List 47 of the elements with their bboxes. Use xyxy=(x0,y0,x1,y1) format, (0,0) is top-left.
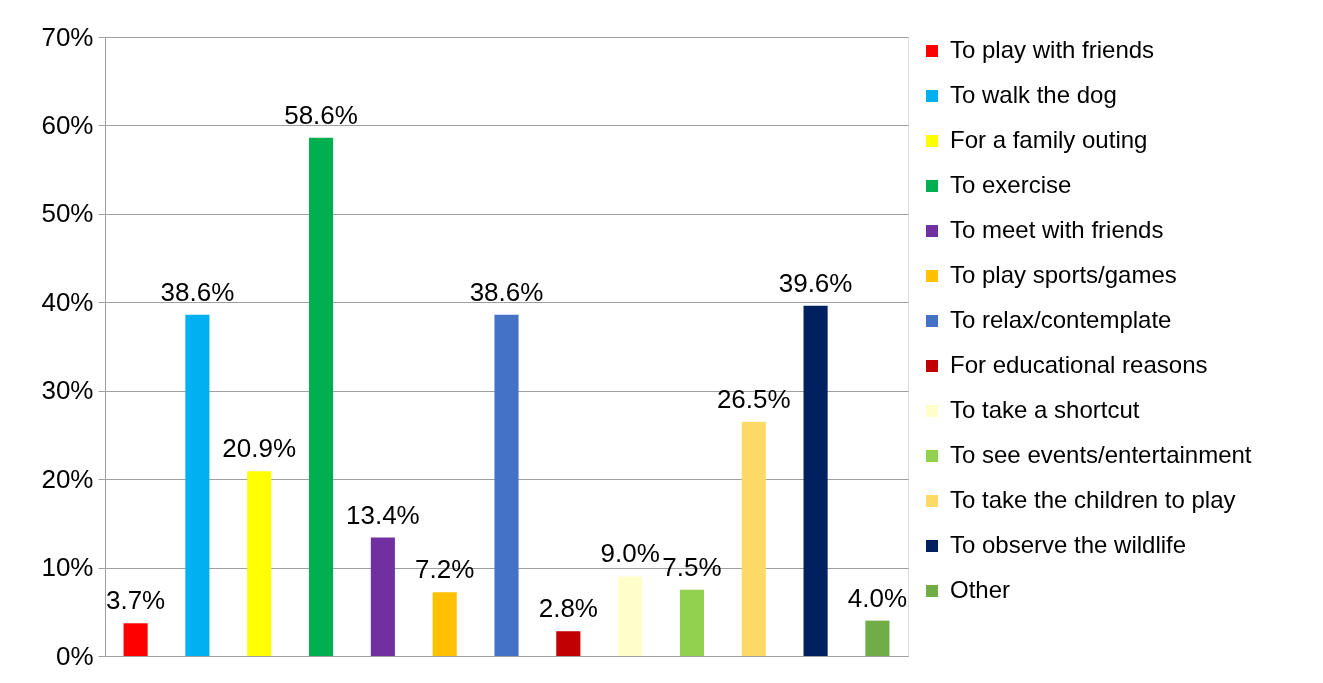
bar xyxy=(185,314,210,656)
legend-label: To play with friends xyxy=(950,36,1155,63)
y-tick-label: 60% xyxy=(41,109,94,140)
legend-label: To take the children to play xyxy=(950,486,1236,513)
data-label: 9.0% xyxy=(600,538,660,569)
y-tick-label: 70% xyxy=(41,21,94,52)
legend-label: To see events/entertainment xyxy=(950,441,1252,468)
legend-label: To play sports/games xyxy=(950,261,1177,288)
legend-label: To relax/contemplate xyxy=(950,306,1172,333)
legend-label: To meet with friends xyxy=(950,216,1164,243)
data-label: 7.2% xyxy=(415,554,475,585)
bar xyxy=(247,471,272,656)
data-label: 26.5% xyxy=(716,383,791,414)
y-tick-label: 50% xyxy=(41,198,94,229)
legend-label: Other xyxy=(950,576,1011,603)
y-tick-label: 20% xyxy=(41,463,94,494)
legend-label: For educational reasons xyxy=(950,351,1208,378)
bar xyxy=(370,537,395,656)
legend-label: To exercise xyxy=(950,171,1072,198)
data-label: 7.5% xyxy=(662,551,722,582)
data-label: 58.6% xyxy=(284,99,358,130)
bar xyxy=(618,576,643,656)
bar xyxy=(309,137,334,656)
data-label: 3.7% xyxy=(105,585,166,616)
data-label: 4.0% xyxy=(847,582,908,613)
y-tick-label: 10% xyxy=(41,552,94,583)
legend-label: To observe the wildlife xyxy=(950,531,1187,558)
legend-label: To take a shortcut xyxy=(950,396,1140,423)
bar xyxy=(556,631,581,656)
y-tick-label: 40% xyxy=(41,286,94,317)
bar xyxy=(123,623,148,656)
legend-label: For a family outing xyxy=(950,126,1148,153)
bar xyxy=(494,314,519,656)
bar xyxy=(679,589,704,656)
data-label: 38.6% xyxy=(469,276,544,307)
data-label: 20.9% xyxy=(222,433,297,464)
data-label: 2.8% xyxy=(538,593,598,624)
y-tick-label: 30% xyxy=(41,375,94,406)
bar xyxy=(432,592,457,656)
data-label: 39.6% xyxy=(778,267,853,298)
data-label: 38.6% xyxy=(160,276,235,307)
data-label: 13.4% xyxy=(346,499,420,530)
bar xyxy=(865,620,890,656)
y-tick-label: 0% xyxy=(55,640,94,671)
bar xyxy=(741,421,766,656)
legend-label: To walk the dog xyxy=(950,81,1117,108)
bar xyxy=(803,305,828,656)
